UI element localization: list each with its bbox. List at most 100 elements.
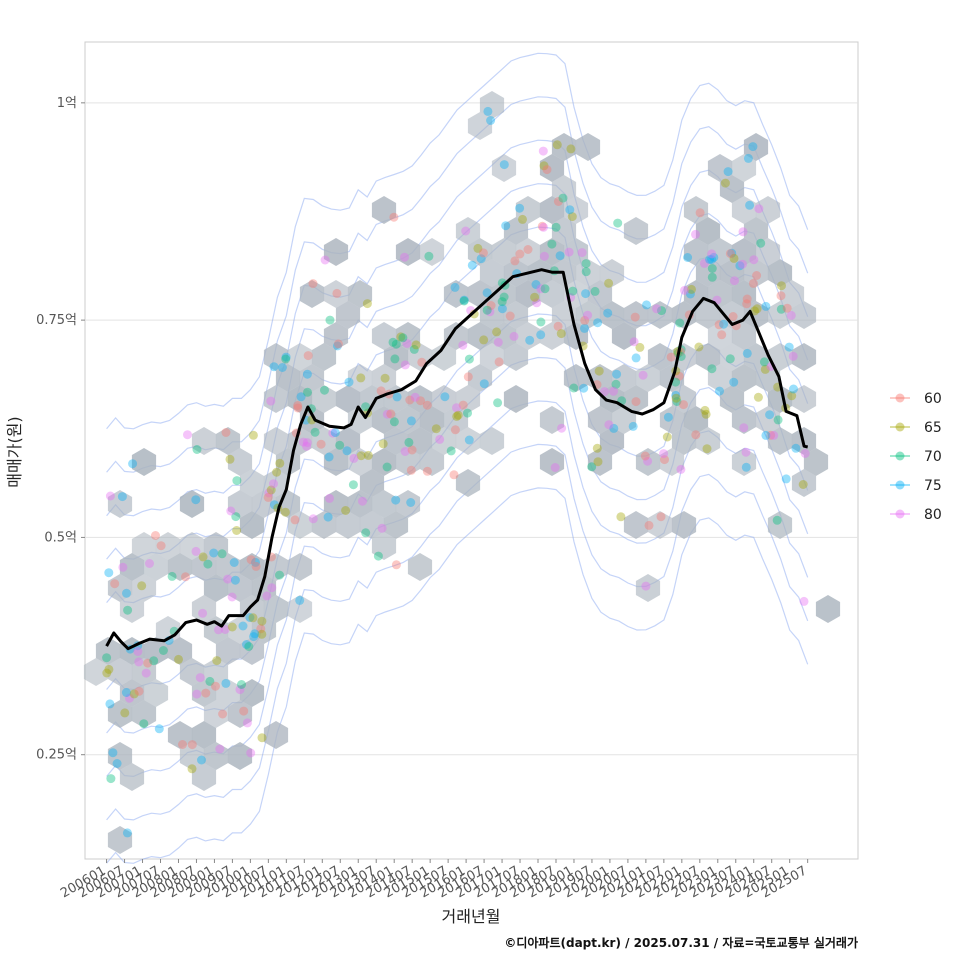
transaction-point	[332, 288, 342, 298]
transaction-point	[742, 299, 752, 309]
transaction-point	[672, 397, 682, 406]
hexbin-cell	[143, 553, 169, 581]
hexbin-cell	[659, 406, 685, 434]
hexbin-cell	[743, 301, 769, 329]
transaction-point	[714, 320, 724, 330]
transaction-point	[675, 318, 685, 328]
hexbin-cell	[287, 343, 313, 371]
hexbin-cell	[743, 217, 769, 245]
hexbin-cell	[287, 553, 313, 581]
hexbin-cell	[179, 742, 205, 770]
hexbin-cell	[167, 721, 193, 749]
transaction-point	[536, 317, 546, 327]
transaction-point	[467, 260, 477, 270]
hexbin-cell	[371, 406, 397, 434]
hexbin-cell	[155, 616, 181, 644]
hexbin-cell	[395, 406, 421, 434]
hexbin-cell	[719, 343, 745, 371]
hexbin-cell	[347, 490, 373, 518]
transaction-point	[223, 574, 233, 584]
hexbin-cell	[503, 385, 529, 413]
transaction-point	[270, 500, 279, 510]
transaction-point	[459, 296, 469, 306]
hexbin-cell	[359, 385, 385, 413]
hexbin-cell	[551, 133, 577, 161]
transaction-point	[267, 583, 277, 593]
transaction-point	[580, 315, 590, 325]
hexbin-cell	[611, 322, 637, 350]
transaction-point	[700, 405, 710, 415]
hexbin-cell	[83, 658, 109, 686]
hexbin-cell	[227, 490, 253, 518]
transaction-point	[641, 581, 651, 591]
transaction-point	[263, 492, 273, 502]
y-tick-label: 1억	[57, 96, 77, 111]
hexbin-cell	[323, 490, 349, 518]
hexbin-cell	[683, 196, 709, 224]
transaction-point	[128, 459, 138, 469]
transaction-point	[739, 423, 749, 433]
transaction-point	[730, 276, 739, 286]
transaction-point	[583, 310, 593, 320]
moving-average-layer	[105, 268, 809, 651]
transaction-point	[257, 733, 267, 743]
hexbin-cell	[695, 301, 721, 329]
transaction-point	[745, 200, 755, 210]
hexbin-cell	[539, 280, 565, 308]
hexbin-cell	[503, 301, 529, 329]
transaction-point	[476, 254, 486, 264]
hexbin-cell	[587, 406, 613, 434]
transaction-point	[416, 396, 425, 406]
transaction-point	[121, 688, 131, 697]
transaction-point	[478, 248, 488, 258]
transaction-point	[760, 364, 770, 374]
transaction-point	[752, 304, 762, 314]
transaction-point	[266, 396, 276, 406]
transaction-point	[125, 693, 134, 703]
hexbin-cell	[707, 238, 733, 266]
hexbin-cell	[419, 406, 445, 434]
hexbin-cell	[335, 385, 361, 413]
transaction-point	[492, 327, 502, 337]
hexbin-cell	[503, 217, 529, 245]
transaction-point	[212, 656, 222, 666]
transaction-point	[133, 647, 143, 656]
legend-key-dot	[895, 480, 905, 490]
transaction-point	[725, 249, 735, 259]
transaction-point	[628, 421, 638, 431]
transaction-point	[198, 608, 208, 618]
hexbin-cell	[479, 301, 505, 329]
transaction-point	[547, 239, 557, 249]
transaction-point	[709, 252, 719, 262]
transaction-point	[191, 546, 201, 556]
transaction-point	[499, 292, 509, 302]
transaction-point	[537, 221, 547, 231]
transaction-point	[687, 284, 696, 294]
hexbin-cell	[263, 553, 289, 581]
moving-average-line	[105, 268, 809, 651]
transaction-point	[728, 312, 738, 321]
hexbin-cell	[551, 175, 577, 203]
hexbin-cell	[491, 154, 517, 182]
transaction-point	[363, 450, 373, 460]
hexbin-cell	[467, 112, 493, 140]
hexbin-cell	[227, 700, 253, 728]
legend-label: 65	[924, 420, 942, 436]
hexbin-cell	[191, 721, 217, 749]
transaction-point	[659, 449, 669, 459]
transaction-point	[303, 351, 313, 361]
transaction-point	[266, 485, 276, 495]
hexbin-cell	[479, 427, 505, 455]
transaction-point	[104, 568, 114, 578]
transaction-point	[567, 212, 577, 222]
transaction-point	[302, 369, 312, 379]
transaction-point	[227, 622, 237, 632]
hexbin-cell	[563, 238, 589, 266]
transaction-point	[269, 479, 278, 489]
transaction-point	[777, 281, 786, 291]
transaction-point	[781, 474, 791, 484]
transaction-point	[272, 467, 282, 477]
transaction-point	[720, 178, 730, 188]
transaction-point	[229, 558, 239, 567]
transaction-point	[501, 221, 511, 231]
